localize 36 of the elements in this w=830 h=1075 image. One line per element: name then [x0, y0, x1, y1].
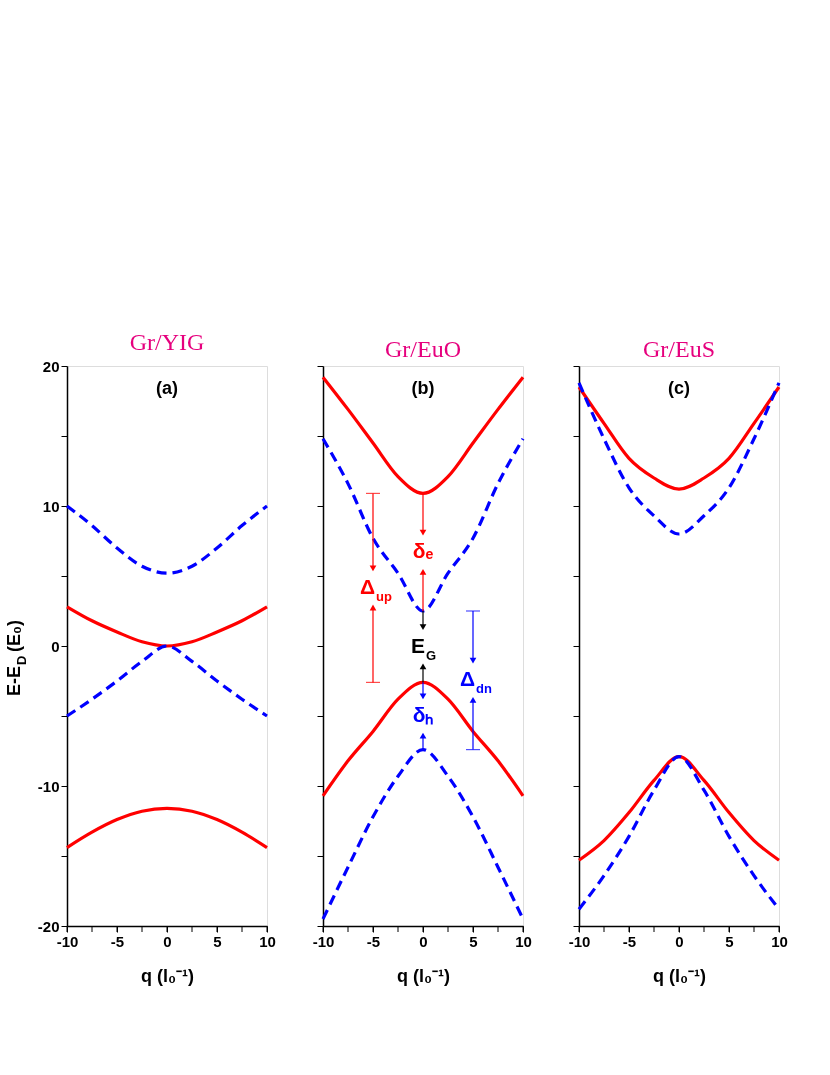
y-tick-label: 10 — [42, 497, 60, 515]
x-tick-label: 10 — [259, 932, 276, 950]
x-tick-label: 5 — [725, 932, 734, 950]
x-tick-label: -5 — [110, 932, 125, 950]
y-tick-label: -10 — [37, 777, 60, 795]
line-series — [65, 806, 269, 850]
line-series — [65, 605, 269, 648]
annotation: (b) — [411, 378, 435, 398]
x-axis-title: q (l₀⁻¹) — [396, 965, 451, 986]
annotation: (c) — [668, 378, 690, 398]
y-tick-label: 20 — [42, 357, 60, 375]
chart-title: Gr/YIG — [129, 329, 205, 355]
x-tick-label: 0 — [419, 932, 428, 950]
x-tick-label: 5 — [469, 932, 478, 950]
x-tick-label: 0 — [675, 932, 684, 950]
annotation: δₑ — [412, 539, 434, 563]
line-series — [65, 504, 269, 575]
x-axis-title: q (l₀⁻¹) — [140, 965, 195, 986]
y-tick-label: 0 — [51, 637, 60, 655]
x-tick-label: -5 — [366, 932, 381, 950]
x-tick-label: -10 — [56, 932, 79, 950]
annotation: δₕ — [412, 703, 434, 726]
chart-title: Gr/EuO — [385, 335, 461, 362]
line-series — [65, 644, 269, 718]
annotation: (a) — [156, 378, 178, 398]
x-tick-label: 10 — [515, 932, 532, 950]
x-axis-title: q (l₀⁻¹) — [652, 965, 707, 986]
x-tick-label: 5 — [213, 932, 222, 950]
y-axis-title: E-ED (E₀) — [4, 619, 29, 697]
x-tick-label: -10 — [568, 932, 591, 950]
x-tick-label: 10 — [771, 932, 788, 950]
x-tick-label: -10 — [312, 932, 335, 950]
y-tick-label: -20 — [37, 917, 60, 935]
x-tick-label: -5 — [622, 932, 637, 950]
chart-title: Gr/EuS — [643, 335, 715, 362]
x-tick-label: 0 — [163, 932, 172, 950]
